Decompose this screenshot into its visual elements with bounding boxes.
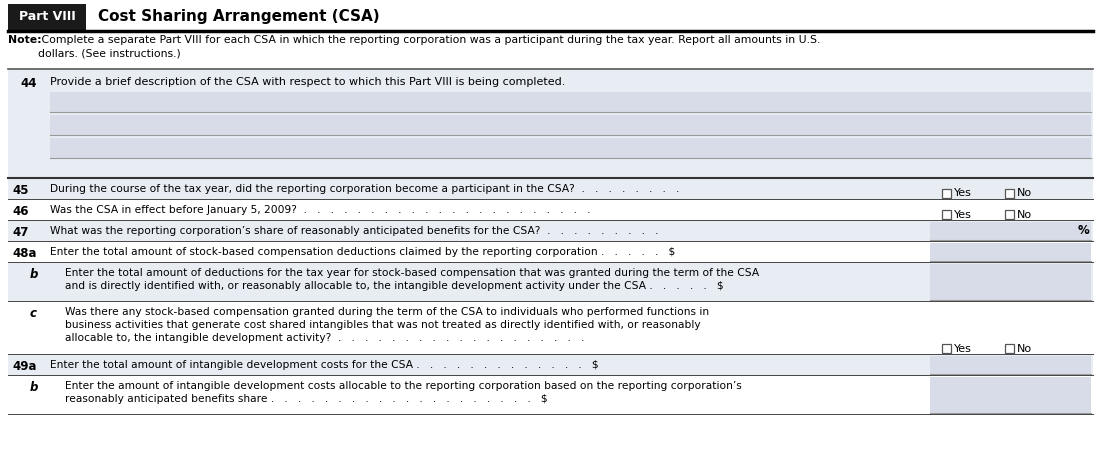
Text: 46: 46 bbox=[12, 205, 29, 218]
Bar bbox=[942, 210, 951, 219]
Text: Cost Sharing Arrangement (CSA): Cost Sharing Arrangement (CSA) bbox=[98, 9, 380, 24]
Bar bbox=[8, 179, 1093, 199]
Bar bbox=[8, 70, 1093, 178]
Bar bbox=[8, 4, 86, 30]
Bar bbox=[942, 189, 951, 198]
Bar bbox=[930, 377, 1091, 413]
Text: During the course of the tax year, did the reporting corporation become a partic: During the course of the tax year, did t… bbox=[50, 184, 679, 194]
Text: Note:: Note: bbox=[8, 35, 42, 45]
Bar bbox=[8, 221, 1093, 241]
Bar bbox=[930, 243, 1091, 261]
Text: 48a: 48a bbox=[12, 247, 36, 260]
Text: 47: 47 bbox=[12, 226, 29, 239]
Text: Enter the total amount of stock-based compensation deductions claimed by the rep: Enter the total amount of stock-based co… bbox=[50, 247, 675, 257]
Text: Yes: Yes bbox=[953, 188, 972, 198]
Text: Provide a brief description of the CSA with respect to which this Part VIII is b: Provide a brief description of the CSA w… bbox=[50, 77, 566, 87]
Text: b: b bbox=[30, 268, 39, 281]
Text: No: No bbox=[1017, 188, 1032, 198]
Bar bbox=[50, 138, 1091, 158]
Bar bbox=[1005, 210, 1014, 219]
Text: What was the reporting corporation’s share of reasonably anticipated benefits fo: What was the reporting corporation’s sha… bbox=[50, 226, 658, 236]
Bar bbox=[50, 115, 1091, 135]
Text: 44: 44 bbox=[20, 77, 36, 90]
Text: Part VIII: Part VIII bbox=[19, 10, 75, 24]
Bar bbox=[1005, 189, 1014, 198]
Text: Enter the amount of intangible development costs allocable to the reporting corp: Enter the amount of intangible developme… bbox=[65, 381, 742, 404]
Text: Enter the total amount of intangible development costs for the CSA .   .   .   .: Enter the total amount of intangible dev… bbox=[50, 360, 599, 370]
Bar bbox=[930, 264, 1091, 300]
Text: Yes: Yes bbox=[953, 210, 972, 219]
Text: Was there any stock-based compensation granted during the term of the CSA to ind: Was there any stock-based compensation g… bbox=[65, 307, 709, 343]
Text: c: c bbox=[30, 307, 37, 320]
Text: 45: 45 bbox=[12, 184, 29, 197]
Text: Was the CSA in effect before January 5, 2009?  .   .   .   .   .   .   .   .   .: Was the CSA in effect before January 5, … bbox=[50, 205, 590, 215]
Text: No: No bbox=[1017, 344, 1032, 353]
Bar bbox=[8, 263, 1093, 301]
Bar bbox=[1005, 344, 1014, 353]
Bar bbox=[50, 92, 1091, 112]
Text: No: No bbox=[1017, 210, 1032, 219]
Text: Complete a separate Part VIII for each CSA in which the reporting corporation wa: Complete a separate Part VIII for each C… bbox=[39, 35, 820, 58]
Bar bbox=[942, 344, 951, 353]
Text: 49a: 49a bbox=[12, 360, 36, 373]
Text: %: % bbox=[1077, 225, 1089, 237]
Text: Enter the total amount of deductions for the tax year for stock-based compensati: Enter the total amount of deductions for… bbox=[65, 268, 759, 291]
Bar bbox=[930, 222, 1091, 240]
Text: b: b bbox=[30, 381, 39, 394]
Bar bbox=[930, 356, 1091, 374]
Text: Yes: Yes bbox=[953, 344, 972, 353]
Bar bbox=[8, 355, 1093, 375]
